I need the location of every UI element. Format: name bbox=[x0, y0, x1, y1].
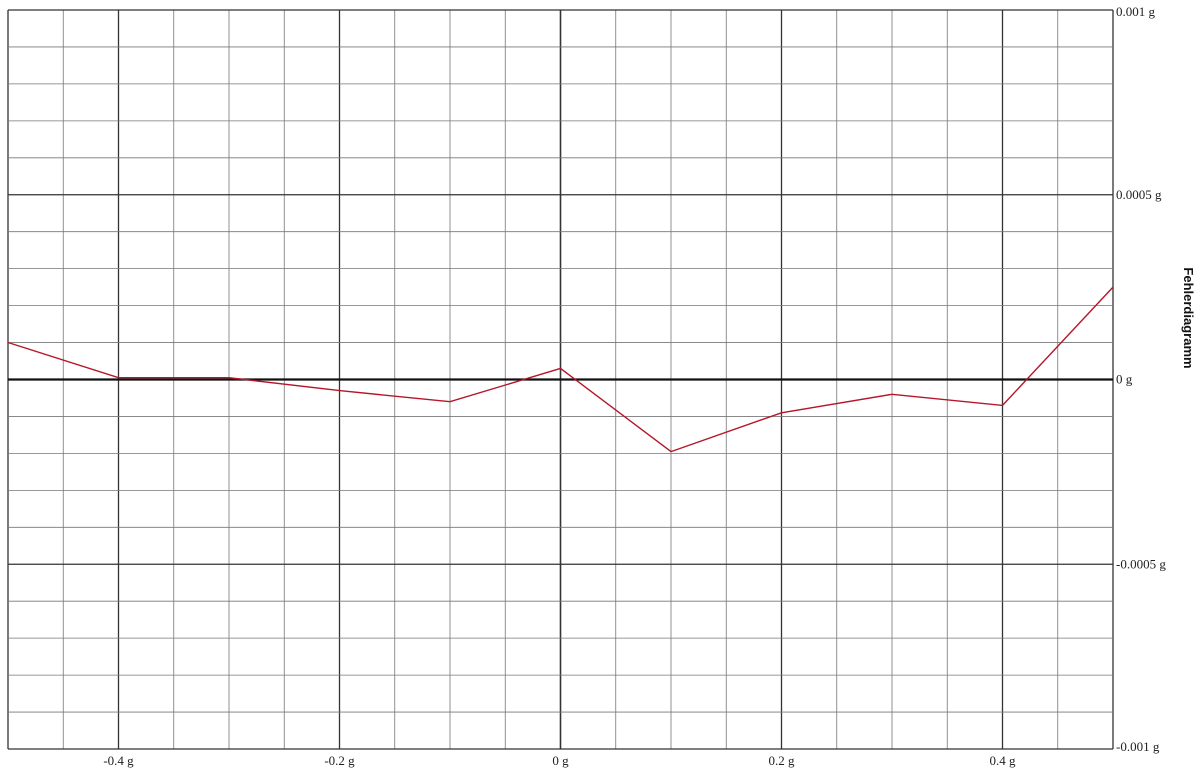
y-tick-labels: 0.001 g 0.0005 g 0 g -0.0005 g -0.001 g bbox=[1116, 4, 1166, 754]
series-layer bbox=[7, 286, 1114, 453]
x-tick-label: -0.2 g bbox=[324, 753, 355, 768]
x-tick-label: 0 g bbox=[552, 753, 569, 768]
y-tick-label: 0.0005 g bbox=[1116, 187, 1162, 202]
y-tick-label: -0.0005 g bbox=[1116, 556, 1166, 571]
x-tick-label: 0.2 g bbox=[769, 753, 796, 768]
series-line bbox=[7, 286, 1114, 453]
x-tick-labels: -0.4 g -0.2 g 0 g 0.2 g 0.4 g bbox=[103, 753, 1016, 768]
grid bbox=[7, 9, 1114, 750]
x-tick-label: 0.4 g bbox=[990, 753, 1017, 768]
y-tick-label: -0.001 g bbox=[1116, 739, 1160, 754]
y-tick-label: 0 g bbox=[1116, 372, 1133, 387]
chart-side-title: Fehlerdiagramm bbox=[1181, 267, 1196, 368]
x-tick-label: -0.4 g bbox=[103, 753, 134, 768]
y-tick-label: 0.001 g bbox=[1116, 4, 1156, 19]
